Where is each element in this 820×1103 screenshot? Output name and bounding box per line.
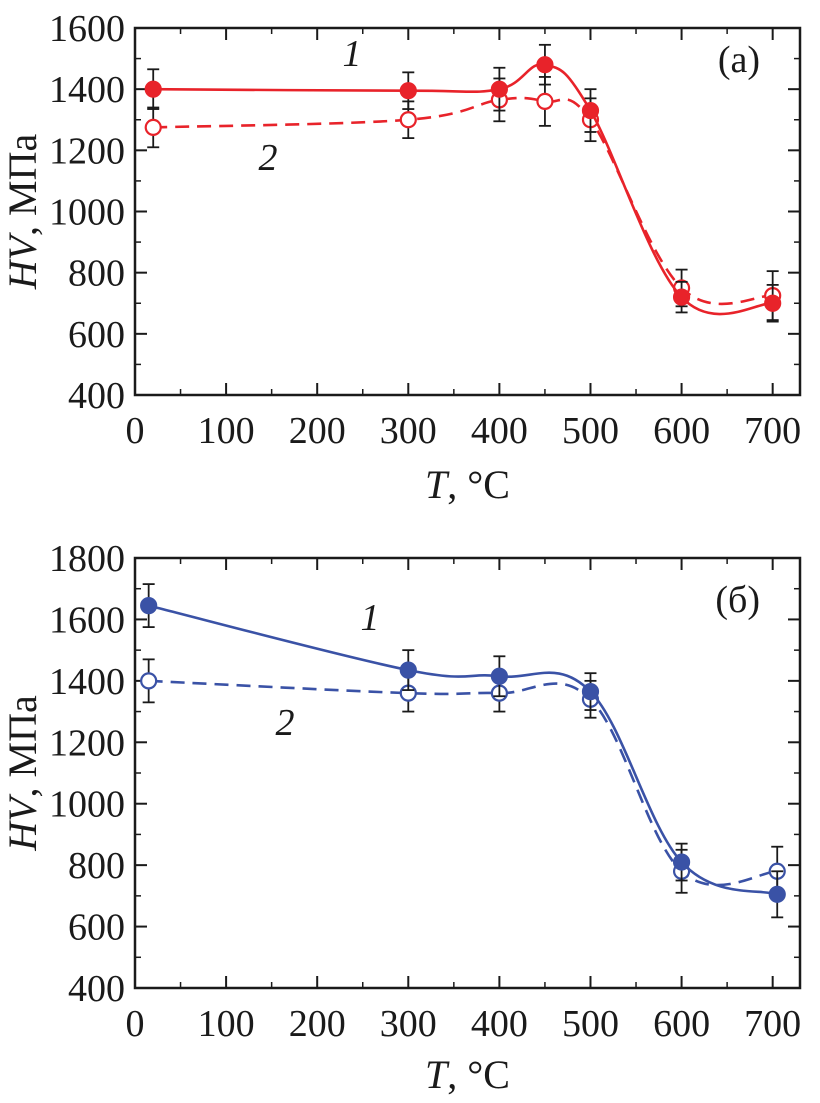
x-tick-label: 300: [380, 410, 437, 452]
x-axis-label-var: T: [425, 1052, 450, 1097]
x-tick-label: 500: [562, 1003, 619, 1045]
y-axis-label-var: HV: [0, 231, 45, 290]
plot-frame: [133, 26, 802, 397]
data-point-2: [768, 885, 786, 903]
y-tick-label: 1400: [49, 661, 125, 703]
y-tick-label: 1600: [49, 8, 125, 50]
y-tick-label: 1600: [49, 599, 125, 641]
data-point-2: [581, 101, 600, 120]
data-point-2: [490, 667, 508, 685]
chart-panel-1: 0 100 200 300 400 500 600 700 400 600 800 1000 1200 1…: [0, 8, 802, 507]
series-1: 1: [140, 597, 786, 897]
data-point-2: [581, 683, 600, 701]
y-tick-label: 400: [68, 968, 125, 1010]
y-axis-label-unit: , МПа: [0, 695, 45, 797]
data-point-1: [140, 672, 158, 690]
x-axis-label: T, °C: [425, 1052, 510, 1097]
y-axis-label: HV, МПа: [0, 133, 45, 290]
series-line-2: [153, 63, 773, 316]
data-point-2: [140, 597, 158, 615]
x-tick-label: 0: [126, 1003, 145, 1045]
y-tick-label: 1200: [49, 722, 125, 764]
data-point-2: [144, 80, 162, 98]
x-tick-label: 200: [289, 1003, 346, 1045]
y-tick-label: 600: [68, 907, 125, 949]
x-tick-label: 200: [289, 410, 346, 452]
y-axis-label-var: HV: [0, 793, 45, 852]
panel-label: (a): [718, 39, 760, 81]
series-2: 2: [144, 43, 782, 323]
y-axis-label: HV, МПа: [0, 695, 45, 852]
x-tick-label: 600: [653, 1003, 710, 1045]
y-tick-label: 800: [68, 253, 125, 295]
data-point-2: [399, 661, 417, 679]
x-tick-label: 500: [562, 410, 619, 452]
x-tick-label: 100: [198, 1003, 255, 1045]
x-tick-label: 700: [744, 1003, 801, 1045]
y-tick-label: 1200: [49, 130, 125, 172]
x-tick-label: 600: [653, 410, 710, 452]
x-tick-label: 0: [126, 410, 145, 452]
series-1: 1: [144, 33, 782, 321]
x-tick-label: 700: [744, 410, 801, 452]
series-label-2: 2: [259, 137, 278, 179]
y-tick-label: 400: [68, 375, 125, 417]
data-point-2: [764, 294, 782, 312]
x-tick-label: 400: [471, 410, 528, 452]
data-point-2: [490, 80, 508, 98]
panel-label: (б): [715, 579, 760, 621]
y-tick-label: 1000: [49, 192, 125, 234]
data-point-2: [399, 82, 417, 100]
series-line-1: [153, 96, 773, 306]
y-tick-label: 600: [68, 314, 125, 356]
chart-panel-2: 0 100 200 300 400 500 600 700 400 600 800 1000 1200 1…: [0, 538, 802, 1097]
x-axis-label-var: T: [425, 462, 450, 507]
x-tick-label: 300: [380, 1003, 437, 1045]
x-axis-label-unit: , °C: [447, 462, 510, 507]
data-point-1: [536, 92, 554, 111]
x-tick-label: 100: [198, 410, 255, 452]
y-tick-label: 1000: [49, 784, 125, 826]
y-axis-label-unit: , МПа: [0, 133, 45, 235]
y-tick-label: 1800: [49, 538, 125, 580]
series-label-1: 1: [343, 33, 362, 75]
series-label-1: 1: [361, 597, 380, 639]
y-tick-label: 800: [68, 845, 125, 887]
plot-frame: [133, 556, 802, 990]
y-tick-label: 1400: [49, 69, 125, 111]
x-axis-label: T, °C: [425, 462, 510, 507]
series-line-2: [148, 604, 778, 896]
data-point-2: [672, 288, 691, 306]
data-point-1: [144, 118, 162, 136]
x-tick-label: 400: [471, 1003, 528, 1045]
data-point-2: [672, 853, 691, 871]
data-point-2: [536, 56, 554, 74]
series-label-2: 2: [276, 702, 295, 744]
series-2: 2: [140, 583, 786, 919]
x-axis-label-unit: , °C: [447, 1052, 510, 1097]
data-point-1: [399, 111, 417, 129]
